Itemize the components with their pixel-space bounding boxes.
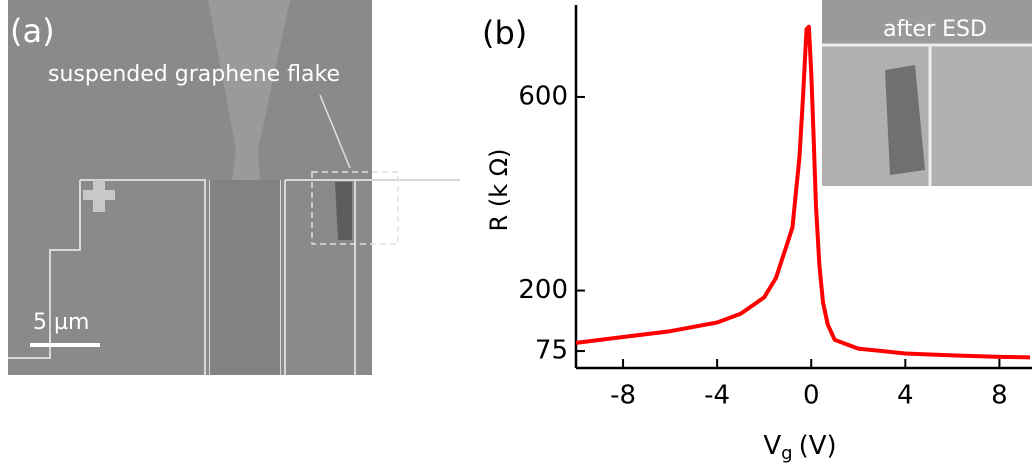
sem-image <box>8 0 460 375</box>
y-axis-label: R (k Ω) <box>485 149 513 232</box>
data-line <box>575 24 1031 360</box>
y-tick-label: 600 <box>518 81 568 111</box>
x-axis-label-unit: (V) <box>799 431 837 461</box>
x-axis-label: Vg (V) <box>763 431 836 465</box>
scale-bar-label: 5 µm <box>33 310 89 335</box>
y-tick-label: 200 <box>518 275 568 305</box>
inset-image <box>822 0 1032 186</box>
axes <box>574 5 1032 370</box>
x-tick-label: 8 <box>991 381 1008 411</box>
x-tick-label: -4 <box>704 381 730 411</box>
x-tick-label: 0 <box>803 381 820 411</box>
x-axis-label-main: V <box>763 431 781 461</box>
inset-label: after ESD <box>883 17 987 42</box>
x-tick-label: -8 <box>610 381 636 411</box>
x-axis-label-sub: g <box>781 443 792 464</box>
y-tick-label: 75 <box>535 336 568 366</box>
x-tick-label: 4 <box>897 381 914 411</box>
annotation: suspended graphene flake <box>48 62 340 87</box>
panel-label: (a) <box>10 12 55 50</box>
panel-label: (b) <box>482 14 527 52</box>
